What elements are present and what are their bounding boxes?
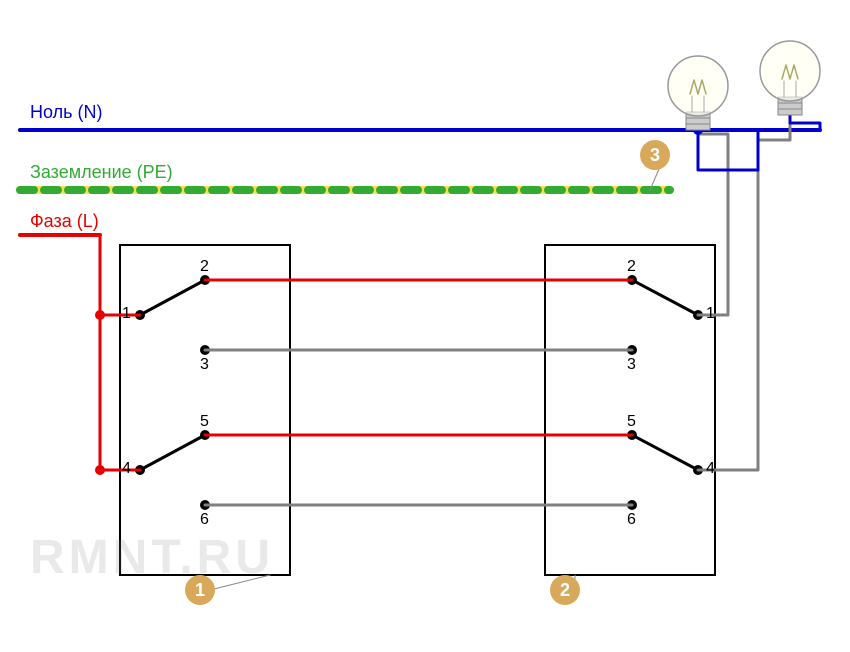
callout-2: 2 (550, 575, 580, 605)
watermark: RMNT.RU (30, 530, 274, 585)
terminal-label: 6 (627, 511, 636, 529)
terminal-label: 4 (122, 460, 131, 478)
ground-label: Заземление (PE) (30, 162, 173, 183)
terminal-label: 1 (706, 305, 715, 323)
terminal-label: 2 (627, 258, 636, 276)
terminal-label: 6 (200, 511, 209, 529)
terminal-label: 3 (627, 356, 636, 374)
terminal-label: 4 (706, 460, 715, 478)
phase-label: Фаза (L) (30, 211, 99, 232)
terminal-label: 1 (122, 305, 131, 323)
neutral-label: Ноль (N) (30, 102, 102, 123)
terminal-label: 5 (627, 413, 636, 431)
callout-3: 3 (640, 140, 670, 170)
terminal-label: 2 (200, 258, 209, 276)
terminal-label: 5 (200, 413, 209, 431)
terminal-label: 3 (200, 356, 209, 374)
